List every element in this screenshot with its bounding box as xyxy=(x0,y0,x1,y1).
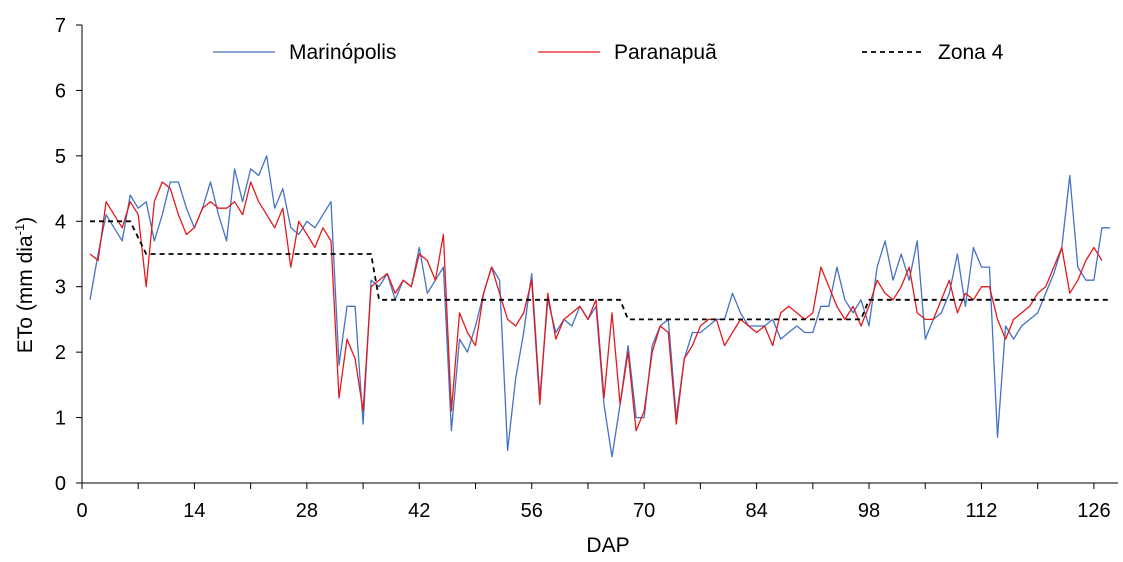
y-tick-label: 1 xyxy=(55,408,66,430)
x-tick-label: 28 xyxy=(296,500,318,522)
y-axis-title-close: ) xyxy=(14,217,37,224)
x-tick-label: 42 xyxy=(408,500,430,522)
y-tick-label: 7 xyxy=(55,15,66,37)
series-layer xyxy=(89,155,1110,458)
y-tick-label: 6 xyxy=(55,80,66,102)
x-tick-label: 0 xyxy=(76,500,87,522)
y-tick-label: 5 xyxy=(55,146,66,168)
legend-label: Marinópolis xyxy=(289,41,396,64)
y-axis-title-superscript: -1 xyxy=(12,224,27,236)
series-line-zona-4 xyxy=(90,220,1110,321)
y-tick-label: 0 xyxy=(55,473,66,495)
x-tick-label: 70 xyxy=(633,500,655,522)
y-axis-title-main: ETo (mm dia xyxy=(14,235,37,353)
y-tick-label: 4 xyxy=(55,211,66,233)
series-line-marin-polis xyxy=(89,155,1110,458)
x-tick-label: 98 xyxy=(858,500,880,522)
legend-label: Zona 4 xyxy=(938,41,1004,64)
y-tick-label: 2 xyxy=(55,342,66,364)
legend: Marinópolis Paranapuã Zona 4 xyxy=(213,41,1004,64)
x-tick-label: 112 xyxy=(966,500,998,522)
legend-label: Paranapuã xyxy=(614,41,717,64)
series-line-paranapu- xyxy=(89,181,1103,432)
y-axis-title: ETo (mm dia-1) xyxy=(12,217,37,353)
x-tick-label: 84 xyxy=(745,500,767,522)
y-tick-label: 3 xyxy=(55,277,66,299)
x-axis-title: DAP xyxy=(586,534,629,557)
x-tick-label: 56 xyxy=(521,500,543,522)
x-tick-label: 126 xyxy=(1077,500,1110,522)
x-tick-label: 14 xyxy=(183,500,205,522)
